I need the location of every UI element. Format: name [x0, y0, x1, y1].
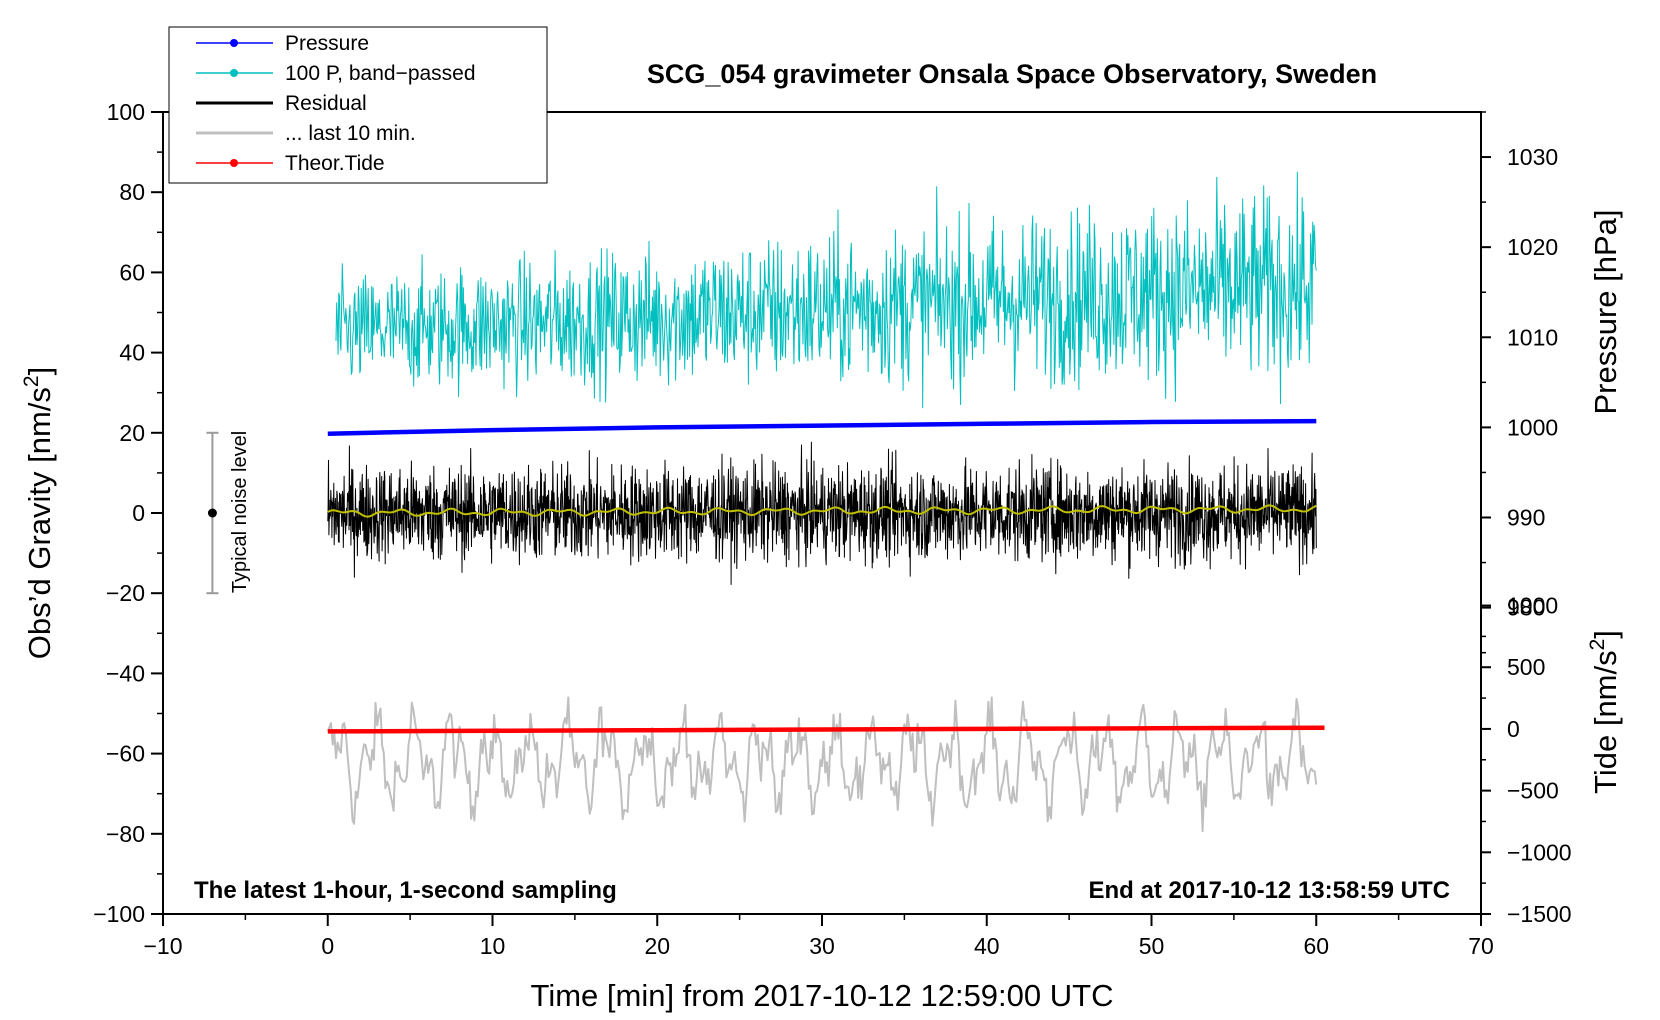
- legend-swatch-marker: [230, 69, 238, 77]
- series-line: [327, 441, 1317, 585]
- legend: Pressure 100 P, band−passed Residual ... la…: [168, 26, 548, 184]
- tide-axis-label: Tide [nm/s2]: [1586, 630, 1623, 794]
- noise-level-label: Typical noise level: [229, 431, 251, 593]
- tide-tick-label: −1000: [1507, 839, 1572, 865]
- left-axis-label-sup: 2: [20, 375, 43, 387]
- legend-swatch-marker: [230, 39, 238, 47]
- x-tick-label: 20: [644, 933, 670, 959]
- left-tick-label: 60: [119, 259, 145, 285]
- legend-box: [168, 26, 548, 184]
- left-tick-label: −100: [93, 901, 145, 927]
- left-axis-ticks: −100 −80 −60 −40 −20 0 20 40 60 80 100: [93, 99, 163, 927]
- legend-swatch-marker: [230, 159, 238, 167]
- legend-label: Theor.Tide: [285, 152, 385, 175]
- left-tick-label: 0: [132, 500, 145, 526]
- tide-tick-label: −1500: [1507, 901, 1572, 927]
- left-axis-label: Obs’d Gravity [nm/s2]: [20, 367, 57, 660]
- x-axis-ticks: −10 0 10 20 30 40 50 60 70: [143, 914, 1494, 959]
- tide-axis-label-end: ]: [1588, 630, 1623, 639]
- series-line: [327, 725, 1325, 734]
- note-sampling: The latest 1-hour, 1-second sampling: [194, 877, 617, 904]
- pressure-axis-ticks: 980 990 1000 1010 1020 1030: [1481, 111, 1558, 654]
- x-tick-label: 60: [1303, 933, 1329, 959]
- series-line: [327, 504, 1317, 518]
- left-tick-label: 20: [119, 420, 145, 446]
- series-layer: [326, 171, 1325, 833]
- noise-bar-center-dot: [207, 508, 217, 518]
- tide-tick-label: 500: [1507, 654, 1545, 680]
- pressure-tick-label: 1020: [1507, 234, 1558, 260]
- x-tick-label: 40: [974, 933, 1000, 959]
- x-tick-label: 30: [809, 933, 835, 959]
- left-axis-label-end: ]: [22, 367, 57, 376]
- pressure-tick-label: 980: [1507, 595, 1545, 621]
- pressure-tick-label: 1000: [1507, 414, 1558, 440]
- x-axis-label: Time [min] from 2017-10-12 12:59:00 UTC: [531, 978, 1114, 1013]
- left-tick-label: 100: [107, 99, 145, 125]
- legend-label: ... last 10 min.: [285, 122, 416, 145]
- pressure-tick-label: 1030: [1507, 144, 1558, 170]
- note-end-time: End at 2017-10-12 13:58:59 UTC: [1089, 877, 1451, 904]
- left-tick-label: −80: [106, 821, 145, 847]
- pressure-tick-label: 1010: [1507, 324, 1558, 350]
- chart-title: SCG_054 gravimeter Onsala Space Observat…: [647, 59, 1377, 89]
- x-tick-label: −10: [143, 933, 182, 959]
- x-tick-label: 10: [480, 933, 506, 959]
- pressure-tick-label: 990: [1507, 505, 1545, 531]
- tide-tick-label: −500: [1507, 778, 1559, 804]
- left-tick-label: −40: [106, 660, 145, 686]
- tide-tick-label: 1000: [1507, 593, 1558, 619]
- left-axis-label-main: Obs’d Gravity [nm/s: [22, 387, 57, 659]
- tide-axis-label-sup: 2: [1586, 639, 1609, 651]
- x-tick-label: 70: [1468, 933, 1494, 959]
- left-tick-label: −20: [106, 580, 145, 606]
- left-tick-label: 40: [119, 340, 145, 366]
- left-tick-label: −60: [106, 741, 145, 767]
- series-line: [326, 696, 1318, 833]
- pressure-axis-label: Pressure [hPa]: [1588, 209, 1623, 414]
- tide-tick-label: 0: [1507, 716, 1520, 742]
- tide-axis-label-main: Tide [nm/s: [1588, 650, 1623, 794]
- legend-label: Pressure: [285, 32, 369, 55]
- noise-level-bar: Typical noise level: [206, 431, 251, 595]
- legend-label: Residual: [285, 92, 367, 115]
- left-tick-label: 80: [119, 179, 145, 205]
- legend-label: 100 P, band−passed: [285, 62, 476, 85]
- tide-axis-ticks: −1500 −1000 −500 0 500 1000: [1481, 593, 1572, 927]
- series-line: [335, 171, 1317, 409]
- series-line: [327, 418, 1317, 436]
- x-tick-label: 0: [321, 933, 334, 959]
- x-tick-label: 50: [1139, 933, 1165, 959]
